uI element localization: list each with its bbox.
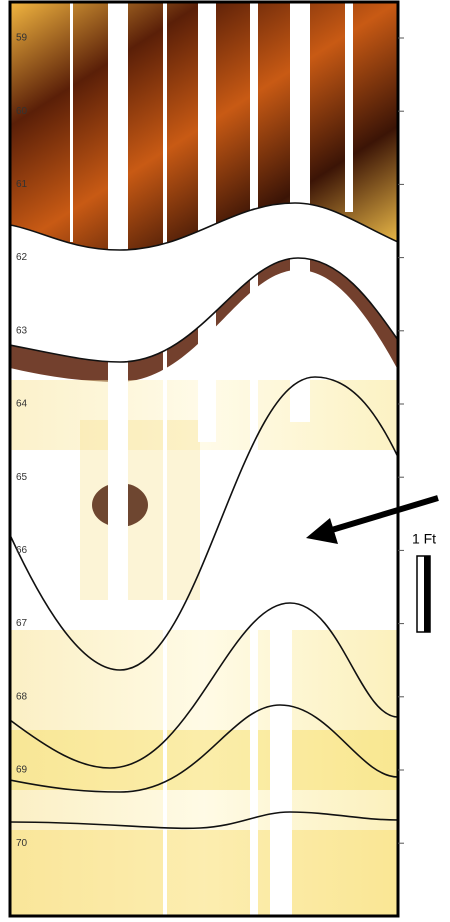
- depth-label: 59: [16, 33, 28, 44]
- pad-gap: [163, 2, 167, 916]
- scale-label: 1 Ft: [412, 531, 436, 547]
- bedding-trace: [10, 202, 398, 251]
- depth-label: 68: [16, 691, 28, 702]
- bedding-trace: [10, 704, 398, 793]
- scale-bar-fill: [424, 556, 430, 632]
- depth-label: 61: [16, 179, 28, 190]
- depth-axis: 59 60 61 62 63 64 65 66 67 68 69 70: [16, 33, 404, 849]
- depth-label: 64: [16, 399, 28, 410]
- depth-label: 67: [16, 618, 28, 629]
- depth-label: 62: [16, 252, 28, 263]
- dark-bed: [10, 258, 398, 382]
- depth-label: 70: [16, 838, 28, 849]
- wash: [10, 630, 398, 916]
- pad-gap: [250, 2, 258, 916]
- depth-label: 60: [16, 106, 28, 117]
- white-zone: [10, 203, 398, 362]
- pad-gap: [270, 600, 292, 916]
- wash: [10, 730, 398, 790]
- wash: [10, 830, 398, 916]
- bedding-trace: [10, 257, 398, 363]
- depth-label: 69: [16, 765, 28, 776]
- frame: [8, 0, 400, 918]
- depth-label: 66: [16, 545, 28, 556]
- pad-gap: [70, 2, 73, 242]
- bedding-trace: [10, 602, 398, 769]
- arrow-head: [306, 518, 338, 544]
- depth-label: 65: [16, 472, 28, 483]
- bedding-trace: [10, 811, 398, 830]
- bedding-trace: [10, 376, 398, 671]
- pad-gap: [345, 2, 353, 212]
- arrow-shaft: [324, 495, 439, 535]
- depth-label: 63: [16, 325, 28, 336]
- image-log: [10, 2, 398, 916]
- pad-gap: [198, 2, 216, 442]
